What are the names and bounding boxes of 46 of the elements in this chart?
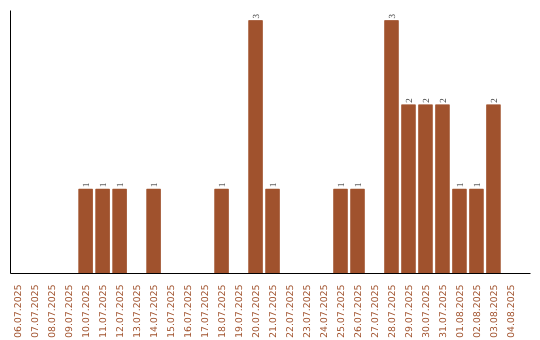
data-label: 2: [438, 98, 449, 103]
x-tick-label: 18.07.2025: [217, 284, 228, 338]
data-label: 3: [252, 14, 262, 19]
data-label: 1: [337, 182, 348, 188]
data-label: 1: [472, 182, 483, 188]
x-tick-label: 31.07.2025: [438, 284, 449, 338]
data-label: 1: [456, 182, 466, 188]
x-tick-label: 03.08.2025: [488, 284, 500, 338]
x-tick-label: 08.07.2025: [47, 284, 58, 338]
x-tick-label: 23.07.2025: [302, 284, 314, 338]
x-tick-label: 26.07.2025: [353, 284, 364, 338]
x-tick-label: 01.08.2025: [454, 284, 466, 338]
data-label: 1: [99, 182, 110, 188]
x-tick-label: 02.08.2025: [472, 284, 483, 338]
data-label: 2: [490, 98, 500, 103]
data-label: 1: [218, 182, 228, 188]
x-tick-label: 15.07.2025: [166, 284, 178, 338]
data-label: 1: [82, 182, 92, 188]
data-label: 1: [269, 182, 280, 188]
x-tick-label: 22.07.2025: [285, 284, 296, 338]
data-label: 3: [388, 14, 398, 19]
x-tick-label: 20.07.2025: [251, 284, 262, 338]
x-tick-label: 06.07.2025: [13, 284, 24, 338]
x-tick-label: 30.07.2025: [420, 284, 432, 338]
data-label: 2: [404, 98, 415, 103]
x-tick-label: 11.07.2025: [98, 284, 110, 338]
data-label: 1: [150, 182, 160, 188]
x-tick-label: 17.07.2025: [200, 284, 212, 338]
x-tick-label: 29.07.2025: [404, 284, 415, 338]
x-tick-label: 19.07.2025: [234, 284, 246, 338]
data-label: 1: [354, 182, 364, 188]
x-tick-label: 14.07.2025: [149, 284, 160, 338]
x-tick-label: 28.07.2025: [386, 284, 398, 338]
x-tick-label: 12.07.2025: [115, 284, 126, 338]
x-tick-label: 21.07.2025: [268, 284, 280, 338]
x-tick-label: 07.07.2025: [30, 284, 42, 338]
x-tick-label: 04.08.2025: [506, 284, 517, 338]
x-tick-label: 10.07.2025: [81, 284, 92, 338]
x-tick-label: 24.07.2025: [319, 284, 330, 338]
x-tick-label: 09.07.2025: [64, 284, 76, 338]
x-tick-label: 13.07.2025: [132, 284, 144, 338]
data-label: 2: [422, 98, 432, 103]
x-tick-label: 16.07.2025: [183, 284, 194, 338]
data-label: 1: [116, 182, 126, 188]
x-tick-label: 27.07.2025: [370, 284, 381, 338]
x-tick-label: 25.07.2025: [336, 284, 348, 338]
